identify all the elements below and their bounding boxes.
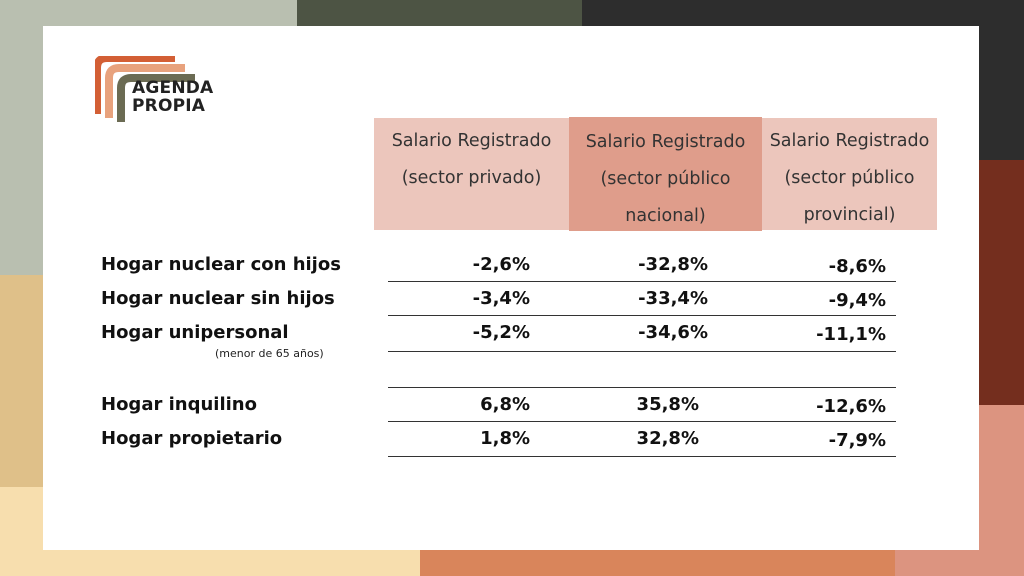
value-cell: 32,8% xyxy=(636,428,699,449)
value-cell: 1,8% xyxy=(480,428,530,449)
column-header-line: nacional) xyxy=(625,206,706,226)
row-label-propietario: Hogar propietario xyxy=(101,428,283,449)
value-cell: -9,4% xyxy=(828,290,886,311)
column-header-publico-provincial: Salario Registrado (sector público provi… xyxy=(762,118,937,230)
bg-block-orange xyxy=(420,550,895,576)
value-cell: -3,4% xyxy=(472,288,530,309)
row-label-nuclear-con-hijos: Hogar nuclear con hijos xyxy=(101,254,341,275)
row-label-nuclear-sin-hijos: Hogar nuclear sin hijos xyxy=(101,288,335,309)
bg-block-salmon-bottom xyxy=(895,550,1024,576)
section-divider xyxy=(388,387,896,388)
row-label-unipersonal: Hogar unipersonal xyxy=(101,322,289,343)
row-divider xyxy=(388,315,896,316)
row-divider xyxy=(388,456,896,457)
logo-line-1: AGENDA xyxy=(132,78,214,98)
bg-block-tan xyxy=(0,275,43,487)
value-cell: -12,6% xyxy=(816,396,886,417)
bg-block-olive xyxy=(297,0,582,30)
bg-block-rust xyxy=(979,160,1024,405)
value-cell: -32,8% xyxy=(638,254,708,275)
value-cell: 6,8% xyxy=(480,394,530,415)
value-cell: -7,9% xyxy=(828,430,886,451)
column-header-publico-nacional: Salario Registrado (sector público nacio… xyxy=(569,117,762,231)
row-divider xyxy=(388,351,896,352)
column-header-line: (sector público xyxy=(600,169,731,189)
value-cell: -5,2% xyxy=(472,322,530,343)
logo-line-2: PROPIA xyxy=(132,96,206,116)
row-note-unipersonal: (menor de 65 años) xyxy=(215,347,324,360)
value-cell: -8,6% xyxy=(828,256,886,277)
column-header-line: Salario Registrado xyxy=(391,131,552,151)
agenda-propia-logo xyxy=(95,56,195,122)
value-cell: -33,4% xyxy=(638,288,708,309)
column-header-line: Salario Registrado xyxy=(585,132,746,152)
column-header-privado: Salario Registrado (sector privado) xyxy=(374,118,569,230)
row-divider xyxy=(388,421,896,422)
row-divider xyxy=(388,281,896,282)
column-header-line: (sector público xyxy=(784,168,915,188)
bg-block-salmon xyxy=(979,405,1024,576)
content-card xyxy=(43,26,979,550)
value-cell: -34,6% xyxy=(638,322,708,343)
value-cell: 35,8% xyxy=(636,394,699,415)
row-label-inquilino: Hogar inquilino xyxy=(101,394,257,415)
logo-wordmark: AGENDA PROPIA xyxy=(132,79,213,115)
value-cell: -2,6% xyxy=(472,254,530,275)
column-header-line: provincial) xyxy=(803,205,896,225)
column-header-line: Salario Registrado xyxy=(769,131,930,151)
column-header-line: (sector privado) xyxy=(401,168,542,188)
value-cell: -11,1% xyxy=(816,324,886,345)
